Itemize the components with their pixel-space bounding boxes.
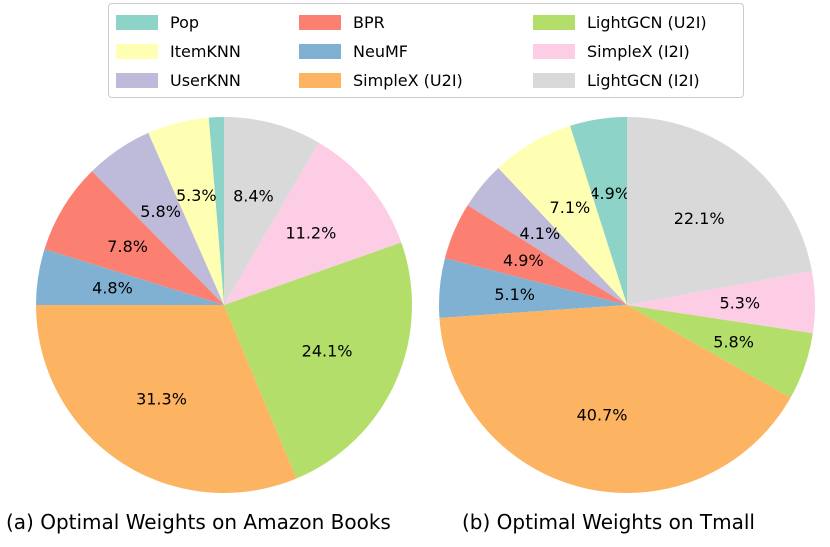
legend: Pop ItemKNN UserKNN BPR NeuMF SimpleX (U… <box>108 3 744 98</box>
pie-slice <box>439 305 791 493</box>
slice-value-label: 22.1% <box>674 209 725 228</box>
legend-item: Pop <box>116 11 199 33</box>
chart-title-amazon-books: (a) Optimal Weights on Amazon Books <box>6 510 391 534</box>
legend-item: SimpleX (I2I) <box>533 40 690 62</box>
slice-value-label: 4.9% <box>503 251 544 270</box>
pie-slice <box>444 205 627 305</box>
slice-value-label: 4.1% <box>520 224 561 243</box>
slice-value-label: 11.2% <box>285 224 336 243</box>
legend-swatch <box>116 14 158 30</box>
pie-slice <box>439 258 627 318</box>
pie-slice <box>208 117 224 305</box>
legend-item: BPR <box>299 11 385 33</box>
legend-item: ItemKNN <box>116 40 241 62</box>
pie-slice <box>224 242 412 479</box>
legend-swatch <box>533 14 575 30</box>
pie-slice <box>44 171 224 305</box>
legend-label: BPR <box>353 12 385 32</box>
slice-value-label: 40.7% <box>577 406 628 425</box>
slice-value-label: 4.8% <box>92 279 133 298</box>
legend-swatch <box>116 72 158 88</box>
pie-slice <box>91 132 225 305</box>
legend-item: LightGCN (U2I) <box>533 11 707 33</box>
slice-value-label: 5.3% <box>719 294 760 313</box>
slice-value-label: 4.9% <box>589 184 630 203</box>
legend-swatch <box>299 72 341 88</box>
pie-slice <box>627 305 813 398</box>
legend-item: LightGCN (I2I) <box>533 69 700 91</box>
slice-value-label: 31.3% <box>136 389 187 408</box>
pie-slice <box>36 305 297 493</box>
chart-title-tmall: (b) Optimal Weights on Tmall <box>462 510 755 534</box>
legend-swatch <box>299 43 341 59</box>
legend-label: NeuMF <box>353 41 408 61</box>
slice-value-label: 5.1% <box>494 285 535 304</box>
pie-slice <box>36 249 224 305</box>
legend-swatch <box>299 14 341 30</box>
pie-slice <box>148 117 224 306</box>
slice-value-label: 5.8% <box>140 202 181 221</box>
pie-slice <box>627 117 812 305</box>
legend-label: Pop <box>170 12 200 32</box>
legend-item: NeuMF <box>299 40 408 62</box>
slice-value-label: 7.1% <box>550 198 591 217</box>
pie-slice <box>224 142 402 305</box>
legend-item: SimpleX (U2I) <box>299 69 463 91</box>
legend-label: SimpleX (U2I) <box>353 70 463 90</box>
legend-label: UserKNN <box>170 70 241 90</box>
slice-value-label: 24.1% <box>302 341 353 360</box>
pie-slice <box>467 167 627 305</box>
legend-swatch <box>533 72 575 88</box>
legend-label: ItemKNN <box>170 41 241 61</box>
pie-slice <box>570 117 627 305</box>
pie-slice <box>224 117 319 305</box>
pie-slice <box>627 270 815 334</box>
slice-value-label: 5.3% <box>176 186 217 205</box>
legend-swatch <box>116 43 158 59</box>
slice-value-label: 8.4% <box>233 187 274 206</box>
slice-value-label: 7.8% <box>107 237 148 256</box>
legend-label: LightGCN (U2I) <box>587 12 707 32</box>
legend-swatch <box>533 43 575 59</box>
pie-slice <box>498 125 627 306</box>
legend-label: SimpleX (I2I) <box>587 41 690 61</box>
legend-label: LightGCN (I2I) <box>587 70 700 90</box>
legend-item: UserKNN <box>116 69 241 91</box>
slice-value-label: 5.8% <box>713 332 754 351</box>
